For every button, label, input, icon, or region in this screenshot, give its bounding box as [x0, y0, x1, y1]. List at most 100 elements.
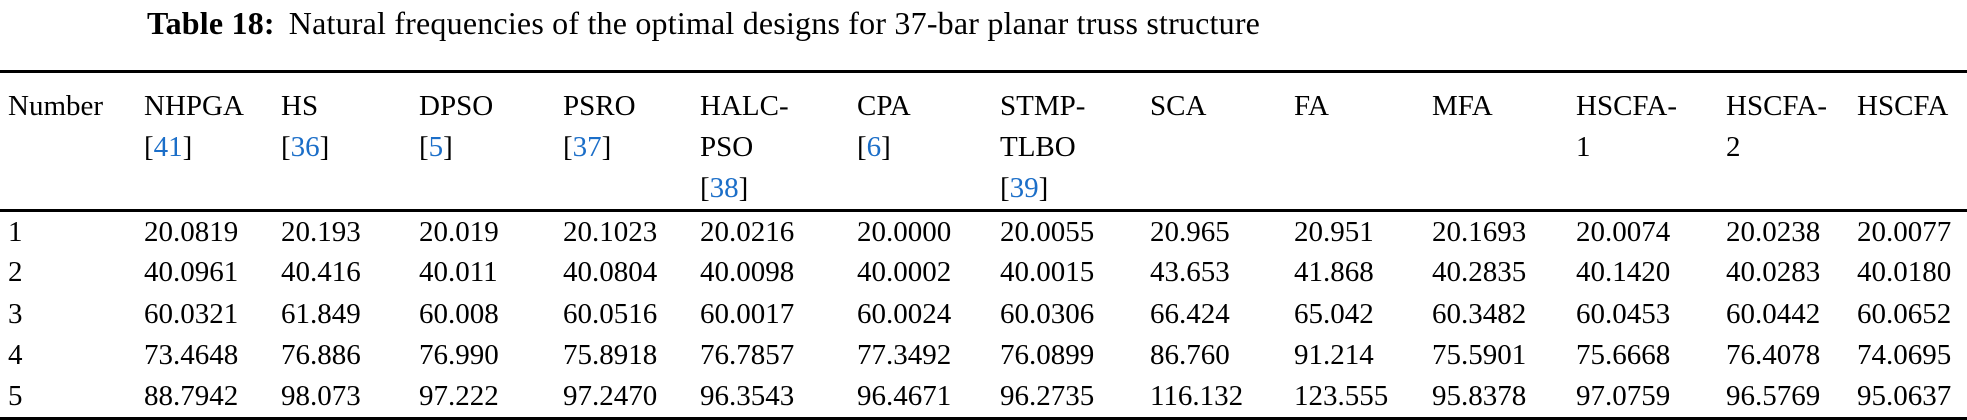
frequency-value: 43.653: [1150, 256, 1230, 289]
frequency-value: 20.0000: [857, 215, 952, 248]
frequency-value: 60.0306: [1000, 297, 1095, 330]
table-row: 3 60.0321 61.849 60.008 60.0516 60.0017 60.002…: [0, 294, 1967, 336]
frequency-value: 123.555: [1294, 380, 1389, 412]
frequency-value: 96.5769: [1726, 380, 1821, 412]
frequency-value: 20.951: [1294, 215, 1374, 248]
column-header-line: HSCFA-: [1576, 90, 1677, 122]
frequency-value: 96.2735: [1000, 380, 1095, 412]
citation-link[interactable]: [41]: [144, 131, 193, 163]
column-header-nhpga: NHPGA [41]: [144, 72, 281, 211]
frequency-value: 40.0283: [1726, 256, 1821, 289]
table-caption: Table 18: Natural frequencies of the opti…: [147, 5, 1260, 42]
frequency-value: 86.760: [1150, 339, 1230, 372]
citation-link[interactable]: [6]: [857, 131, 891, 163]
citation-link[interactable]: [5]: [419, 131, 453, 163]
frequency-value: 40.0180: [1857, 256, 1952, 289]
column-header-psro: PSRO [37]: [563, 72, 700, 211]
frequency-value: 91.214: [1294, 339, 1374, 372]
frequency-value: 20.193: [281, 215, 361, 248]
frequency-value: 96.4671: [857, 380, 952, 412]
frequency-value: 95.8378: [1432, 380, 1527, 412]
frequency-value: 74.0695: [1857, 339, 1952, 372]
frequency-value: 60.0017: [700, 297, 795, 330]
column-header-fa: FA: [1294, 72, 1432, 211]
table-body: 1 20.0819 20.193 20.019 20.1023 20.0216 20.000…: [0, 211, 1967, 419]
frequency-value: 20.0074: [1576, 215, 1671, 248]
frequency-value: 97.2470: [563, 380, 658, 412]
frequency-value: 75.5901: [1432, 339, 1527, 372]
citation-link[interactable]: [38]: [700, 172, 749, 204]
citation-number: 36: [290, 131, 320, 163]
frequency-value: 40.2835: [1432, 256, 1527, 289]
frequency-value: 77.3492: [857, 339, 952, 372]
citation-link[interactable]: [39]: [1000, 172, 1049, 204]
frequency-value: 75.8918: [563, 339, 658, 372]
row-number: 3: [8, 297, 23, 330]
column-header-line: FA: [1294, 90, 1329, 122]
frequency-value: 76.886: [281, 339, 361, 372]
column-header-line: PSO: [700, 131, 754, 163]
row-number: 4: [8, 339, 23, 372]
frequency-value: 40.416: [281, 256, 361, 289]
frequency-value: 60.0442: [1726, 297, 1821, 330]
column-header-line: NHPGA: [144, 90, 244, 122]
column-header-line: DPSO: [419, 90, 494, 122]
frequency-value: 40.0804: [563, 256, 658, 289]
frequency-value: 60.0453: [1576, 297, 1671, 330]
column-header-dpso: DPSO [5]: [419, 72, 563, 211]
frequency-value: 116.132: [1150, 380, 1244, 412]
column-header-line: HSCFA-: [1726, 90, 1827, 122]
frequency-value: 88.7942: [144, 380, 239, 412]
frequency-value: 20.019: [419, 215, 499, 248]
frequency-value: 20.1023: [563, 215, 658, 248]
column-header-stmptlbo: STMP- TLBO [39]: [1000, 72, 1150, 211]
frequency-value: 20.965: [1150, 215, 1230, 248]
frequency-value: 95.0637: [1857, 380, 1952, 412]
column-header-line: HALC-: [700, 90, 789, 122]
row-number: 5: [8, 380, 23, 412]
citation-number: 39: [1009, 172, 1039, 204]
citation-link[interactable]: [37]: [563, 131, 612, 163]
frequency-value: 60.3482: [1432, 297, 1527, 330]
column-header-hscfa2: HSCFA- 2: [1726, 72, 1857, 211]
citation-link[interactable]: [36]: [281, 131, 330, 163]
frequency-value: 60.008: [419, 297, 499, 330]
frequency-value: 73.4648: [144, 339, 239, 372]
table-row: 4 73.4648 76.886 76.990 75.8918 76.7857 77.349…: [0, 335, 1967, 377]
column-header-line: HS: [281, 90, 319, 122]
column-header-line: MFA: [1432, 90, 1493, 122]
frequency-value: 76.7857: [700, 339, 795, 372]
citation-number: 38: [709, 172, 739, 204]
frequency-value: 65.042: [1294, 297, 1374, 330]
column-header-line: SCA: [1150, 90, 1207, 122]
frequency-value: 40.1420: [1576, 256, 1671, 289]
header-row: Number NHPGA [41] HS [36] DPSO [5] PSRO [37] HAL…: [0, 72, 1967, 211]
table-caption-text: Natural frequencies of the optimal desig…: [288, 5, 1261, 41]
frequency-value: 76.0899: [1000, 339, 1095, 372]
frequency-value: 60.0024: [857, 297, 952, 330]
frequency-value: 40.0098: [700, 256, 795, 289]
frequency-value: 20.0819: [144, 215, 239, 248]
column-header-line: HSCFA: [1857, 90, 1949, 122]
frequency-value: 40.0015: [1000, 256, 1095, 289]
frequency-value: 60.0652: [1857, 297, 1952, 330]
frequency-value: 20.1693: [1432, 215, 1527, 248]
frequency-value: 96.3543: [700, 380, 795, 412]
frequency-value: 97.0759: [1576, 380, 1671, 412]
column-header-hs: HS [36]: [281, 72, 419, 211]
frequency-value: 66.424: [1150, 297, 1230, 330]
frequency-value: 40.0002: [857, 256, 952, 289]
frequency-value: 40.0961: [144, 256, 239, 289]
table-row: 2 40.0961 40.416 40.011 40.0804 40.0098 40.000…: [0, 252, 1967, 294]
frequency-value: 60.0516: [563, 297, 658, 330]
column-header-hscfa1: HSCFA- 1: [1576, 72, 1726, 211]
column-header-line: TLBO: [1000, 131, 1076, 163]
frequency-value: 41.868: [1294, 256, 1374, 289]
frequency-value: 40.011: [419, 256, 498, 289]
column-header-cpa: CPA [6]: [857, 72, 1000, 211]
column-header-hscfa: HSCFA: [1857, 72, 1967, 211]
column-header-halcpso: HALC- PSO [38]: [700, 72, 857, 211]
table-row: 5 88.7942 98.073 97.222 97.2470 96.3543 96.467…: [0, 377, 1967, 419]
column-header-line: STMP-: [1000, 90, 1086, 122]
column-header-line: CPA: [857, 90, 911, 122]
